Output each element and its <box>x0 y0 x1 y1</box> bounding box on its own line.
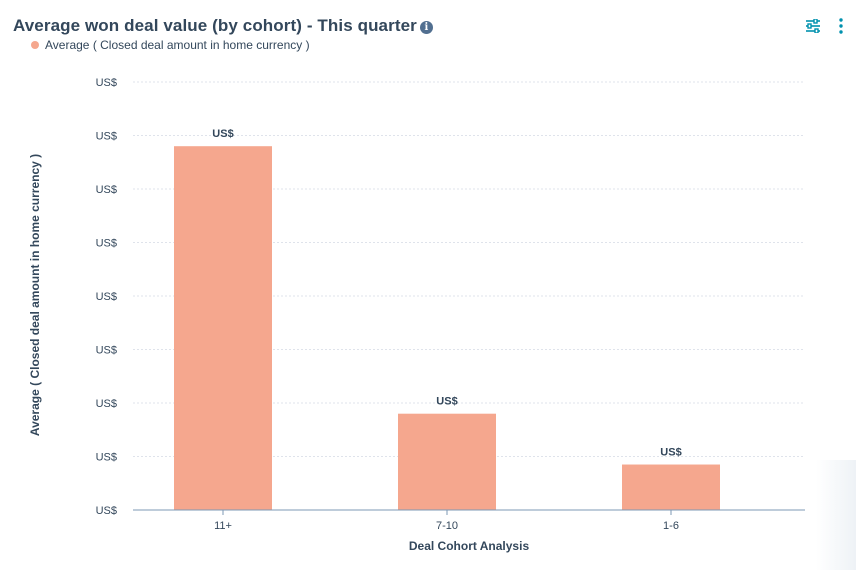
y-tick-label: US$ <box>96 505 117 517</box>
y-tick-label: US$ <box>96 452 117 464</box>
y-axis-title: Average ( Closed deal amount in home cur… <box>28 154 42 436</box>
panel-edge-shadow <box>816 460 856 570</box>
x-tick-label: 1-6 <box>663 520 679 532</box>
filter-sliders-icon[interactable] <box>804 16 822 36</box>
report-title: Average won deal value (by cohort) - Thi… <box>13 16 417 35</box>
data-label: US$ <box>212 128 233 140</box>
y-tick-label: US$ <box>96 238 117 250</box>
report-toolbar <box>804 16 850 36</box>
bar[interactable] <box>174 146 272 510</box>
chart-legend: Average ( Closed deal amount in home cur… <box>31 38 310 52</box>
legend-label[interactable]: Average ( Closed deal amount in home cur… <box>45 38 310 52</box>
x-axis-title: Deal Cohort Analysis <box>409 539 530 553</box>
more-vertical-icon[interactable] <box>832 16 850 36</box>
title-row: Average won deal value (by cohort) - Thi… <box>13 16 433 36</box>
x-tick-label: 7-10 <box>436 520 458 532</box>
x-tick-label: 11+ <box>214 520 232 532</box>
bar[interactable] <box>398 413 496 510</box>
y-tick-label: US$ <box>96 398 117 410</box>
data-label: US$ <box>436 396 457 408</box>
y-tick-label: US$ <box>96 77 117 89</box>
data-label: US$ <box>660 447 681 459</box>
y-tick-label: US$ <box>96 345 117 357</box>
y-tick-label: US$ <box>96 131 117 143</box>
info-icon[interactable]: i <box>419 20 433 34</box>
bar[interactable] <box>622 464 720 510</box>
y-tick-label: US$ <box>96 184 117 196</box>
legend-swatch <box>31 41 39 49</box>
y-tick-label: US$ <box>96 291 117 303</box>
